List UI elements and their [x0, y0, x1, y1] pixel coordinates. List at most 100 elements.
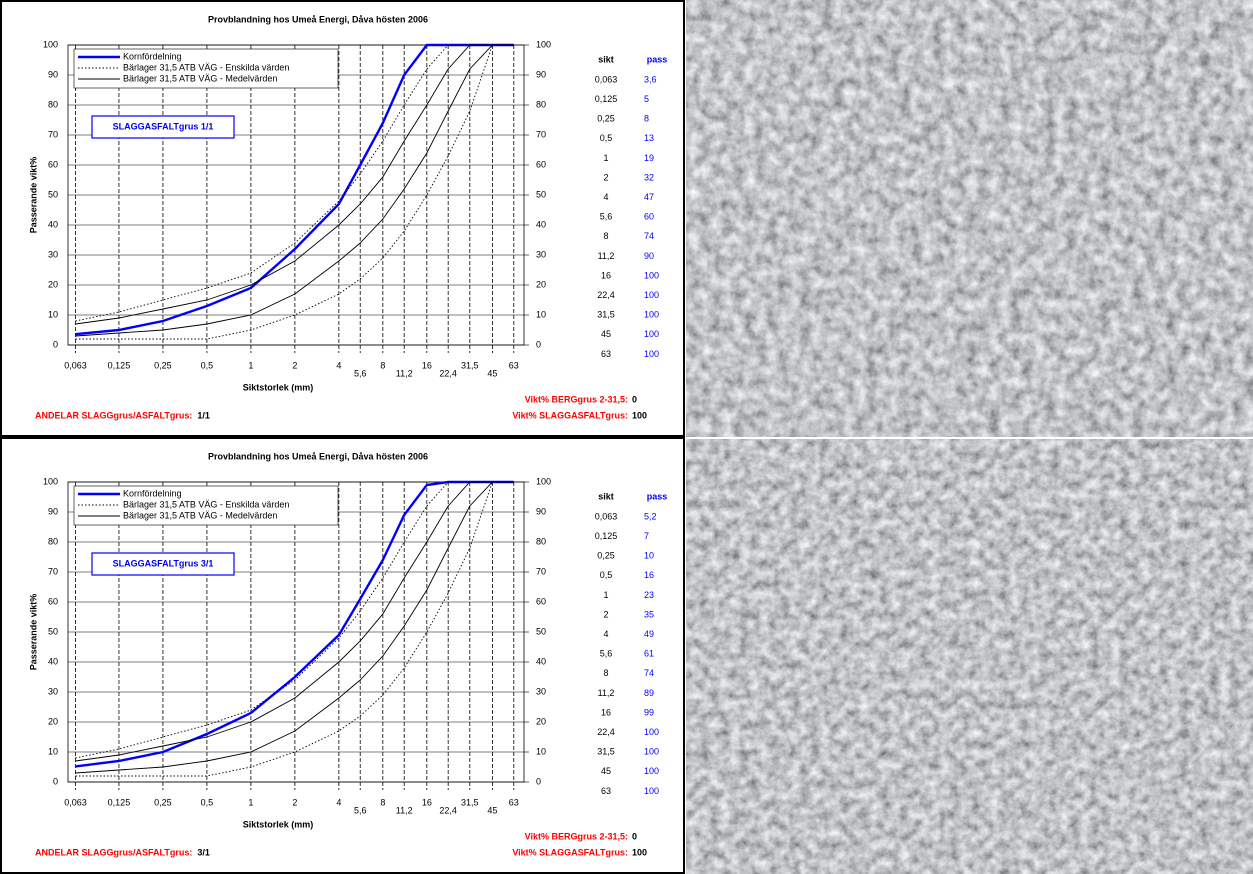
table-header: pass	[647, 491, 668, 501]
table-sikt: 1	[603, 590, 608, 600]
y-tick-label: 80	[48, 99, 58, 109]
chart-title: Provblandning hos Umeå Energi, Dåva höst…	[208, 451, 428, 461]
legend-label: Kornfördelning	[123, 488, 182, 498]
annotation: SLAGGASFALTgrus 3/1	[113, 558, 214, 568]
y2-tick-label: 70	[536, 129, 546, 139]
chart-panel: Provblandning hos Umeå Energi, Dåva höst…	[1, 438, 684, 873]
x-tick-label: 0,063	[64, 360, 87, 370]
y-tick-label: 90	[48, 506, 58, 516]
x-tick-label: 0,125	[108, 797, 131, 807]
y-tick-label: 30	[48, 249, 58, 259]
x-tick-label: 16	[422, 797, 432, 807]
y-axis-label: Passerande vikt%	[28, 594, 38, 671]
y2-tick-label: 60	[536, 596, 546, 606]
gravel-photo	[686, 439, 1253, 874]
table-sikt: 0,25	[597, 114, 615, 124]
table-pass: 100	[644, 310, 659, 320]
x-tick-label: 45	[487, 368, 497, 378]
table-pass: 100	[644, 349, 659, 359]
y2-tick-label: 20	[536, 279, 546, 289]
x-tick-label: 4	[336, 360, 341, 370]
x-tick-label: 4	[336, 797, 341, 807]
table-sikt: 16	[601, 270, 611, 280]
table-sikt: 63	[601, 349, 611, 359]
y2-tick-label: 10	[536, 746, 546, 756]
table-pass: 60	[644, 212, 654, 222]
table-pass: 7	[644, 531, 649, 541]
table-pass: 100	[644, 329, 659, 339]
y-tick-label: 100	[43, 476, 58, 486]
table-sikt: 11,2	[598, 688, 615, 698]
table-sikt: 0,063	[595, 511, 618, 521]
legend-label: Bärlager 31,5 ATB VÄG - Medelvärden	[123, 73, 277, 83]
table-pass: 16	[644, 570, 654, 580]
table-sikt: 5,6	[600, 649, 613, 659]
y-tick-label: 50	[48, 189, 58, 199]
table-sikt: 0,5	[600, 133, 613, 143]
y2-tick-label: 30	[536, 686, 546, 696]
note-value: 0	[632, 831, 637, 841]
y2-tick-label: 0	[536, 776, 541, 786]
y2-tick-label: 30	[536, 249, 546, 259]
table-sikt: 2	[603, 172, 608, 182]
table-sikt: 5,6	[600, 212, 613, 222]
table-pass: 5	[644, 94, 649, 104]
table-sikt: 31,5	[597, 747, 615, 757]
y2-tick-label: 40	[536, 656, 546, 666]
x-tick-label: 31,5	[461, 360, 479, 370]
table-pass: 100	[644, 786, 659, 796]
y2-tick-label: 90	[536, 506, 546, 516]
note-label: Vikt% SLAGGASFALTgrus:	[512, 410, 628, 420]
table-pass: 100	[644, 290, 659, 300]
page: Provblandning hos Umeå Energi, Dåva höst…	[0, 0, 1253, 874]
y-tick-label: 30	[48, 686, 58, 696]
x-tick-label: 31,5	[461, 797, 479, 807]
y-tick-label: 20	[48, 716, 58, 726]
x-tick-label: 63	[509, 797, 519, 807]
table-sikt: 0,063	[595, 74, 618, 84]
table-pass: 23	[644, 590, 654, 600]
table-sikt: 16	[601, 707, 611, 717]
y-tick-label: 90	[48, 69, 58, 79]
table-sikt: 4	[603, 629, 608, 639]
x-tick-label: 22,4	[439, 805, 457, 815]
table-sikt: 0,125	[595, 94, 618, 104]
table-pass: 13	[644, 133, 654, 143]
table-pass: 74	[644, 668, 654, 678]
table-sikt: 4	[603, 192, 608, 202]
x-tick-label: 0,125	[108, 360, 131, 370]
table-pass: 100	[644, 270, 659, 280]
table-pass: 35	[644, 609, 654, 619]
y-tick-label: 40	[48, 219, 58, 229]
x-tick-label: 45	[487, 805, 497, 815]
table-pass: 19	[644, 153, 654, 163]
x-tick-label: 1	[248, 360, 253, 370]
table-sikt: 0,25	[597, 551, 615, 561]
note-value: 3/1	[197, 847, 210, 857]
x-axis-label: Siktstorlek (mm)	[243, 819, 314, 829]
x-tick-label: 22,4	[439, 368, 457, 378]
table-pass: 8	[644, 114, 649, 124]
note-label: Vikt% BERGgrus 2-31,5:	[525, 831, 628, 841]
x-tick-label: 1	[248, 797, 253, 807]
y-tick-label: 60	[48, 596, 58, 606]
x-tick-label: 5,6	[354, 805, 367, 815]
y-tick-label: 20	[48, 279, 58, 289]
table-sikt: 8	[603, 231, 608, 241]
table-pass: 100	[644, 766, 659, 776]
x-tick-label: 0,063	[64, 797, 87, 807]
y2-tick-label: 60	[536, 159, 546, 169]
x-axis-label: Siktstorlek (mm)	[243, 382, 314, 392]
y2-tick-label: 50	[536, 189, 546, 199]
chart-panel: Provblandning hos Umeå Energi, Dåva höst…	[1, 1, 684, 436]
y-axis-label: Passerande vikt%	[28, 157, 38, 234]
table-pass: 90	[644, 251, 654, 261]
note-value: 100	[632, 847, 647, 857]
y-tick-label: 10	[48, 746, 58, 756]
table-header: sikt	[598, 54, 614, 64]
gravel-photo	[686, 0, 1253, 437]
x-tick-label: 0,25	[154, 797, 172, 807]
table-sikt: 0,125	[595, 531, 618, 541]
table-pass: 89	[644, 688, 654, 698]
table-sikt: 8	[603, 668, 608, 678]
